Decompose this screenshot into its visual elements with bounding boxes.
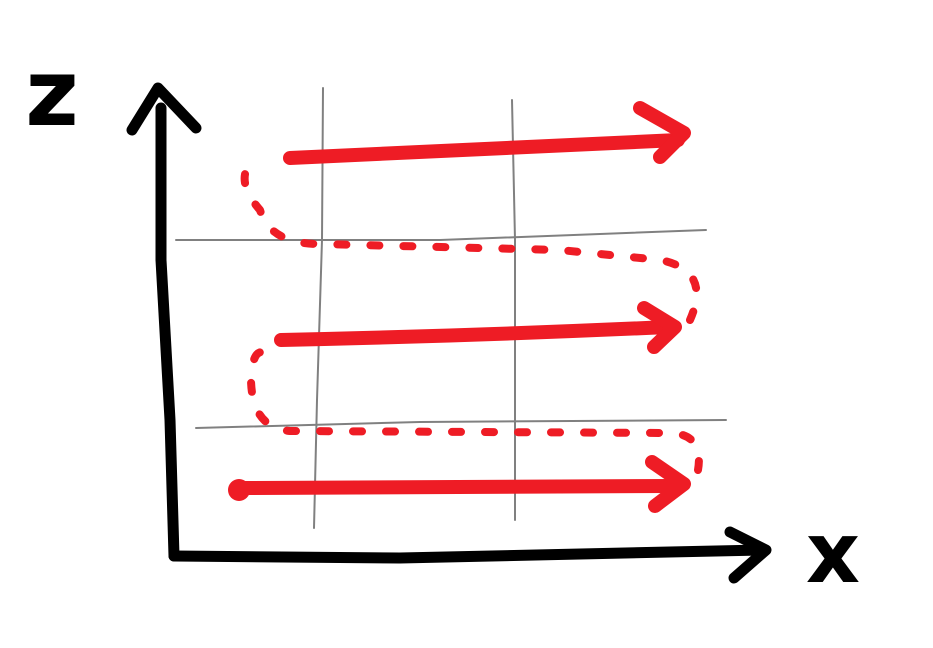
- grid-vertical-line-2: [511, 99, 516, 521]
- scan-arrowhead-top: [633, 101, 691, 164]
- scan-line-top: [283, 133, 685, 165]
- vertical-axis-arrowhead: [126, 82, 202, 136]
- scan-arrowhead-middle: [637, 301, 682, 354]
- scan-line-bottom: [238, 479, 681, 495]
- return-paths: [240, 154, 703, 474]
- vertical-axis-label: z: [25, 40, 79, 147]
- return-path-upper: [240, 154, 701, 324]
- return-path-lower: [247, 348, 703, 474]
- scan-line-middle: [274, 320, 675, 347]
- grid-horizontal-line-1: [175, 229, 707, 241]
- start-point-marker: [228, 479, 250, 501]
- grid-vertical-line-1: [313, 87, 324, 529]
- axes: [126, 82, 772, 584]
- horizontal-axis-line: [168, 544, 768, 564]
- grid-horizontal-line-2: [195, 419, 727, 429]
- vertical-axis-line: [155, 102, 180, 562]
- horizontal-axis-arrowhead: [724, 526, 772, 584]
- grid: [175, 87, 727, 529]
- scan-lines: [238, 101, 691, 513]
- horizontal-axis-label: x: [806, 504, 860, 602]
- scan-arrowhead-bottom: [645, 455, 691, 513]
